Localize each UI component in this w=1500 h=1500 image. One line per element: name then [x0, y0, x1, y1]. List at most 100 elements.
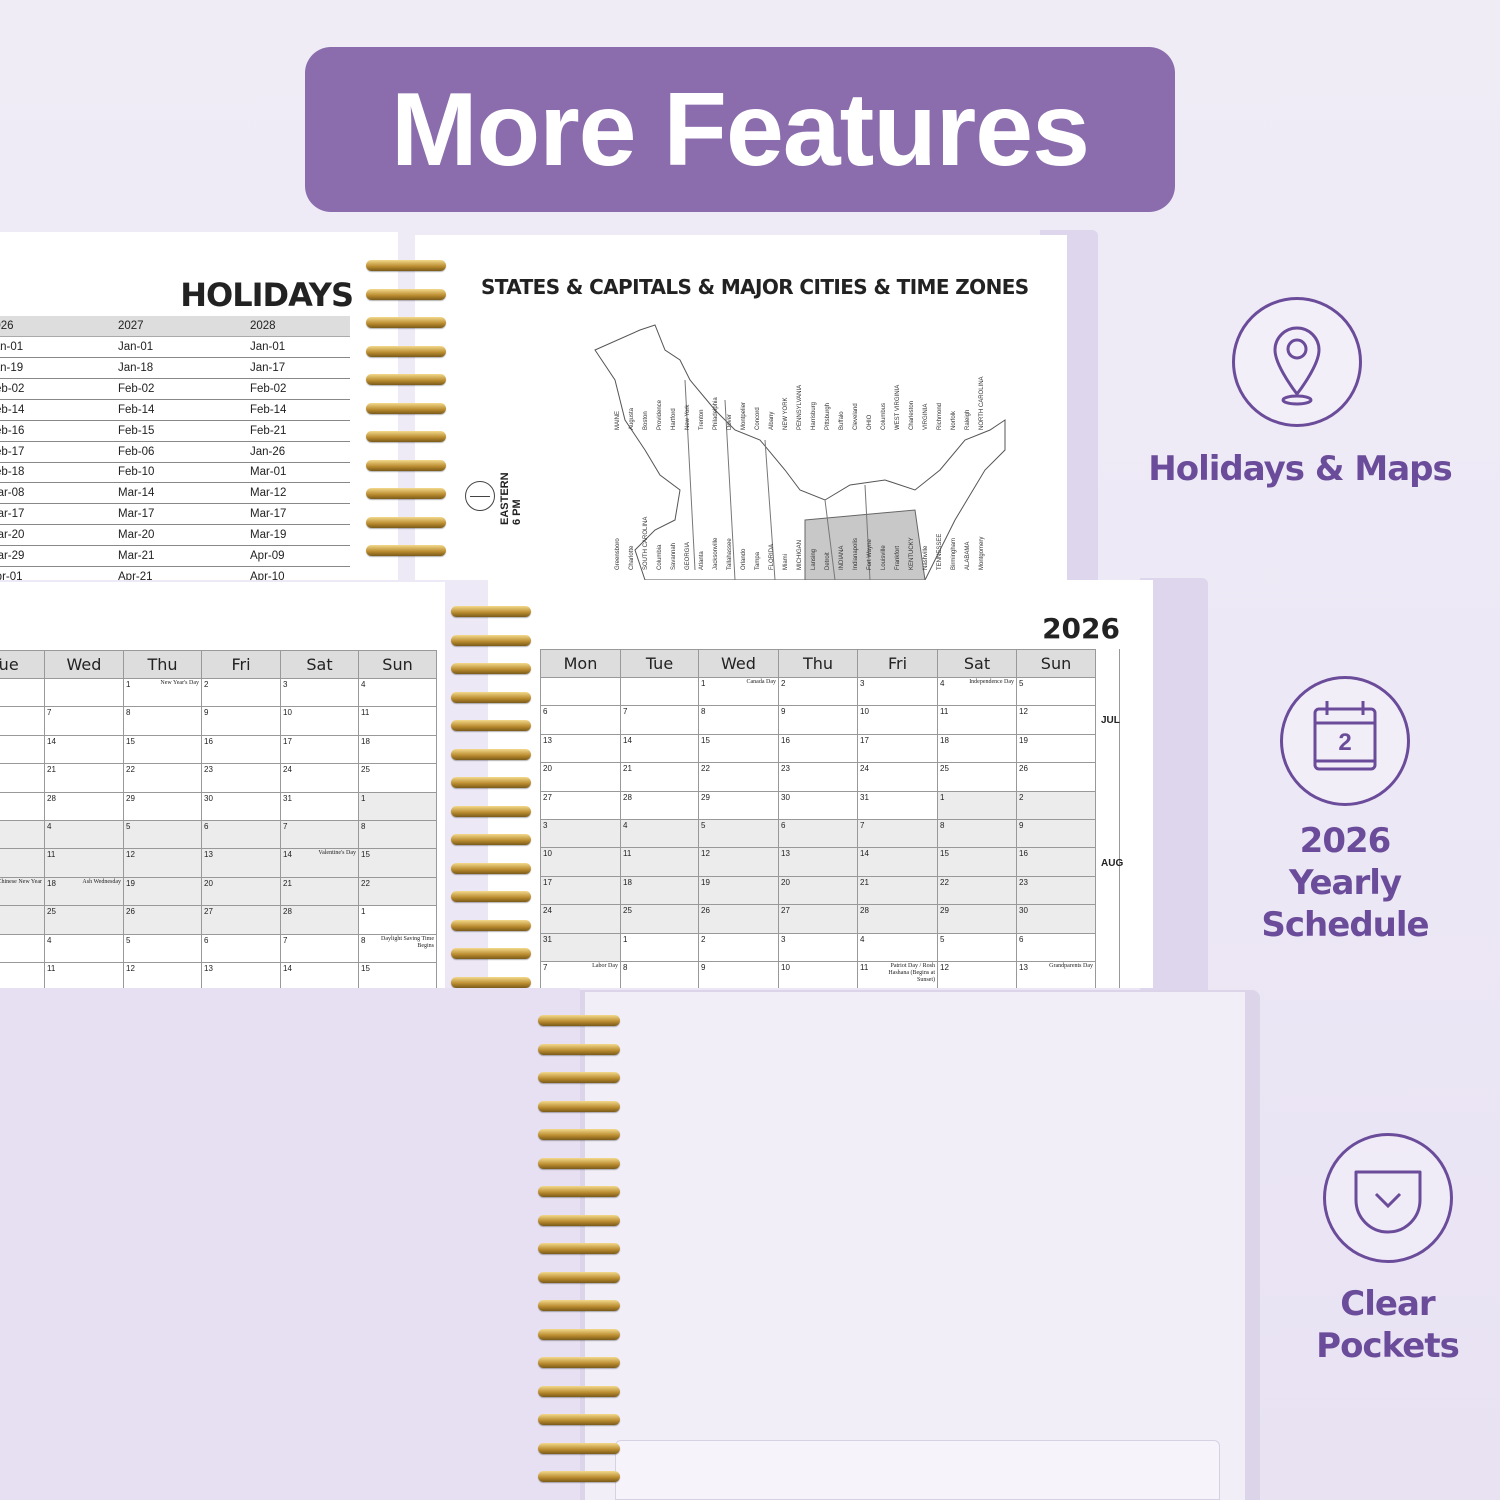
calendar-day-cell[interactable]: 16 — [201, 734, 281, 765]
calendar-day-cell[interactable]: 2 — [1016, 790, 1096, 820]
calendar-day-cell[interactable]: 15 — [698, 733, 779, 764]
calendar-day-cell[interactable]: 8 — [698, 705, 779, 735]
calendar-day-cell[interactable]: 18 Ash Wednesday — [44, 876, 124, 907]
calendar-day-cell[interactable]: 27 — [778, 904, 858, 934]
calendar-day-cell[interactable] — [0, 905, 45, 935]
calendar-day-cell[interactable]: 20 — [540, 762, 621, 792]
calendar-day-cell[interactable]: 9 — [201, 706, 281, 736]
calendar-day-cell[interactable]: 31 — [280, 791, 359, 821]
calendar-day-cell[interactable]: 19 — [698, 875, 779, 906]
calendar-day-cell[interactable]: 8 — [358, 819, 437, 850]
calendar-day-cell[interactable]: 25 — [937, 762, 1017, 792]
calendar-day-cell[interactable]: 22 — [698, 762, 779, 792]
calendar-day-cell[interactable]: 4 — [44, 933, 124, 963]
calendar-day-cell[interactable]: 7 — [280, 933, 359, 963]
calendar-day-cell[interactable] — [0, 763, 45, 793]
calendar-day-cell[interactable]: 1 Canada Day — [698, 676, 779, 707]
calendar-day-cell[interactable] — [0, 791, 45, 821]
calendar-day-cell[interactable]: 13 — [778, 847, 858, 877]
calendar-day-cell[interactable]: 6 — [201, 819, 281, 850]
calendar-day-cell[interactable]: 19 — [1016, 733, 1096, 764]
calendar-day-cell[interactable]: 9 — [1016, 818, 1096, 849]
calendar-day-cell[interactable]: 22 — [123, 763, 202, 793]
calendar-day-cell[interactable]: 29 — [123, 791, 202, 821]
calendar-day-cell[interactable]: 11 — [620, 847, 699, 877]
calendar-day-cell[interactable]: 11 — [44, 848, 124, 878]
calendar-day-cell[interactable]: 15 — [937, 847, 1017, 877]
calendar-day-cell[interactable]: 26 — [123, 905, 202, 935]
calendar-day-cell[interactable]: 4 — [358, 677, 437, 708]
calendar-day-cell[interactable]: 4 Independence Day — [937, 676, 1017, 707]
calendar-day-cell[interactable]: 4 — [857, 932, 938, 962]
calendar-day-cell[interactable] — [0, 677, 45, 708]
calendar-day-cell[interactable]: 3 — [540, 818, 621, 849]
calendar-day-cell[interactable] — [540, 676, 621, 707]
calendar-day-cell[interactable]: 8 — [620, 960, 699, 988]
calendar-day-cell[interactable]: 24 — [280, 763, 359, 793]
calendar-day-cell[interactable]: 1 — [358, 905, 437, 935]
calendar-day-cell[interactable]: 6 — [1016, 932, 1096, 962]
calendar-day-cell[interactable] — [620, 676, 699, 707]
calendar-day-cell[interactable]: 17 — [857, 733, 938, 764]
calendar-day-cell[interactable]: 26 — [698, 904, 779, 934]
calendar-day-cell[interactable]: 10 — [280, 706, 359, 736]
calendar-day-cell[interactable]: 1 — [620, 932, 699, 962]
calendar-day-cell[interactable]: 14 Valentine's Day — [280, 848, 359, 878]
calendar-day-cell[interactable]: 12 — [1016, 705, 1096, 735]
calendar-day-cell[interactable]: 22 — [937, 875, 1017, 906]
calendar-day-cell[interactable]: 4 — [620, 818, 699, 849]
calendar-day-cell[interactable]: 20 — [201, 876, 281, 907]
calendar-day-cell[interactable] — [0, 933, 45, 963]
calendar-day-cell[interactable]: 2 — [778, 676, 858, 707]
calendar-day-cell[interactable]: 20 — [778, 875, 858, 906]
calendar-day-cell[interactable]: 30 — [778, 790, 858, 820]
calendar-day-cell[interactable] — [44, 677, 124, 708]
calendar-day-cell[interactable]: 21 — [857, 875, 938, 906]
calendar-day-cell[interactable]: 1 New Year's Day — [123, 677, 202, 708]
calendar-day-cell[interactable]: 11 — [358, 706, 437, 736]
calendar-day-cell[interactable]: 27 — [540, 790, 621, 820]
calendar-day-cell[interactable]: 4 — [44, 819, 124, 850]
calendar-day-cell[interactable]: 12 — [123, 848, 202, 878]
calendar-day-cell[interactable]: 5 — [123, 933, 202, 963]
calendar-day-cell[interactable]: 27 — [201, 905, 281, 935]
calendar-day-cell[interactable]: 18 — [620, 875, 699, 906]
calendar-day-cell[interactable]: 9 — [778, 705, 858, 735]
calendar-day-cell[interactable]: 28 — [857, 904, 938, 934]
calendar-day-cell[interactable]: 3 — [778, 932, 858, 962]
calendar-day-cell[interactable]: 23 — [1016, 875, 1096, 906]
calendar-day-cell[interactable]: 22 — [358, 876, 437, 907]
calendar-day-cell[interactable]: 10 — [857, 705, 938, 735]
calendar-day-cell[interactable] — [0, 734, 45, 765]
calendar-day-cell[interactable]: 13 — [201, 848, 281, 878]
calendar-day-cell[interactable]: 3 — [280, 677, 359, 708]
calendar-day-cell[interactable]: 7 — [44, 706, 124, 736]
calendar-day-cell[interactable]: 5 — [1016, 676, 1096, 707]
calendar-day-cell[interactable]: 13 — [201, 961, 281, 988]
calendar-day-cell[interactable]: 30 — [201, 791, 281, 821]
calendar-day-cell[interactable]: 17 — [280, 734, 359, 765]
calendar-day-cell[interactable]: 6 — [778, 818, 858, 849]
calendar-day-cell[interactable]: 31 — [857, 790, 938, 820]
calendar-day-cell[interactable]: 28 — [620, 790, 699, 820]
calendar-day-cell[interactable]: 6 — [540, 705, 621, 735]
calendar-day-cell[interactable]: 10 — [540, 847, 621, 877]
calendar-day-cell[interactable]: 18 — [358, 734, 437, 765]
calendar-day-cell[interactable]: 5 — [698, 818, 779, 849]
calendar-day-cell[interactable]: 14 — [857, 847, 938, 877]
calendar-day-cell[interactable]: 8 — [123, 706, 202, 736]
calendar-day-cell[interactable] — [0, 961, 45, 988]
calendar-day-cell[interactable]: 24 — [857, 762, 938, 792]
calendar-day-cell[interactable]: 19 — [123, 876, 202, 907]
calendar-day-cell[interactable]: 5 — [937, 932, 1017, 962]
calendar-day-cell[interactable]: 14 — [620, 733, 699, 764]
calendar-day-cell[interactable]: 28 — [280, 905, 359, 935]
calendar-day-cell[interactable] — [0, 819, 45, 850]
calendar-day-cell[interactable] — [0, 706, 45, 736]
calendar-day-cell[interactable]: 18 — [937, 733, 1017, 764]
calendar-day-cell[interactable] — [0, 848, 45, 878]
calendar-day-cell[interactable]: 17 — [540, 875, 621, 906]
calendar-day-cell[interactable]: 21 — [280, 876, 359, 907]
calendar-day-cell[interactable]: 8 — [937, 818, 1017, 849]
calendar-day-cell[interactable]: 5 — [123, 819, 202, 850]
